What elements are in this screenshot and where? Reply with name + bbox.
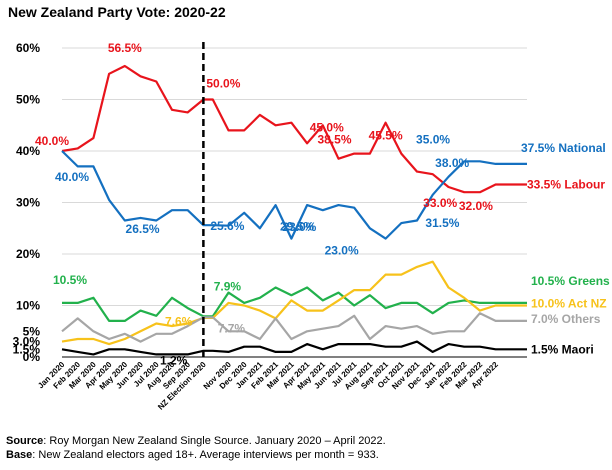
series-line-act-nz (61, 260, 527, 346)
data-label: 7.6% (165, 315, 193, 329)
source-note: Source: Roy Morgan New Zealand Single So… (6, 434, 386, 448)
y-tick-label: 20% (16, 247, 40, 261)
series-line-labour (61, 64, 527, 194)
data-label: 31.5% (425, 216, 459, 230)
series-end-label: 7.0% Others (531, 312, 601, 326)
y-tick-label: 5% (23, 324, 41, 338)
chart-footer: Source: Roy Morgan New Zealand Single So… (6, 434, 386, 462)
series-end-label: 37.5% National (521, 141, 606, 155)
data-label: 38.0% (435, 156, 469, 170)
series-end-labels: 33.5% Labour 37.5% National 10.5% Greens 10… (521, 141, 610, 356)
series-line-maori (61, 340, 527, 356)
data-label: 38.5% (317, 132, 351, 146)
y-tick-label: 1.5% (13, 342, 41, 356)
source-label: Source (6, 435, 44, 447)
data-label: 23.0% (282, 220, 316, 234)
base-note: Base: New Zealand electors aged 18+. Ave… (6, 448, 386, 462)
series-end-label: 10.0% Act NZ (531, 297, 607, 311)
y-axis-tick-labels: 0%1.5%3.0%5% 10% 20% 30% 40% 50% 60% (13, 41, 41, 364)
data-label: 23.0% (325, 243, 359, 257)
source-text: : Roy Morgan New Zealand Single Source. … (43, 435, 386, 447)
data-label: 35.0% (416, 133, 450, 147)
series-line-others (61, 312, 527, 343)
y-tick-label: 0% (23, 350, 41, 364)
y-tick-label: 40% (16, 144, 40, 158)
y-tick-label: 60% (16, 41, 40, 55)
y-tick-label: 3.0% (13, 335, 41, 349)
data-label: 1.2% (160, 353, 188, 367)
data-labels: 56.5% 40.0% 50.0% 45.0%38.5% 45.5% 35.0% 33.0%… (35, 41, 493, 367)
data-label: 45.5% (369, 129, 403, 143)
y-tick-label: 10% (16, 299, 40, 313)
data-label: 7.9% (214, 279, 242, 293)
gridlines (62, 47, 527, 358)
series-end-label: 10.5% Greens (531, 274, 610, 288)
data-label: 45.0% (310, 120, 344, 134)
chart-title: New Zealand Party Vote: 2020-22 (8, 4, 226, 20)
data-label: 7.7% (218, 321, 246, 335)
series-end-label: 33.5% Labour (527, 177, 605, 191)
series-line-greens (62, 286, 527, 322)
data-label: 25.6% (210, 219, 244, 233)
data-label: 26.5% (126, 222, 160, 236)
base-label: Base (6, 449, 33, 461)
series-line-national (61, 150, 527, 240)
data-label: 10.5% (53, 273, 87, 287)
data-label: 50.0% (206, 77, 240, 91)
y-tick-label: 50% (16, 93, 40, 107)
series-end-label: 1.5% Maori (531, 342, 594, 356)
data-label: 40.0% (35, 134, 69, 148)
data-label: 32.0% (459, 199, 493, 213)
data-label: 33.0% (423, 196, 457, 210)
base-text: : New Zealand electors aged 18+. Average… (32, 449, 379, 461)
data-label: 40.0% (55, 170, 89, 184)
data-label: 29.5% (280, 220, 314, 234)
line-chart: 0%1.5%3.0%5% 10% 20% 30% 40% 50% 60% Jan 2020F… (13, 41, 610, 412)
data-label: 56.5% (108, 41, 142, 55)
series-lines (61, 64, 527, 356)
y-tick-label: 30% (16, 196, 40, 210)
